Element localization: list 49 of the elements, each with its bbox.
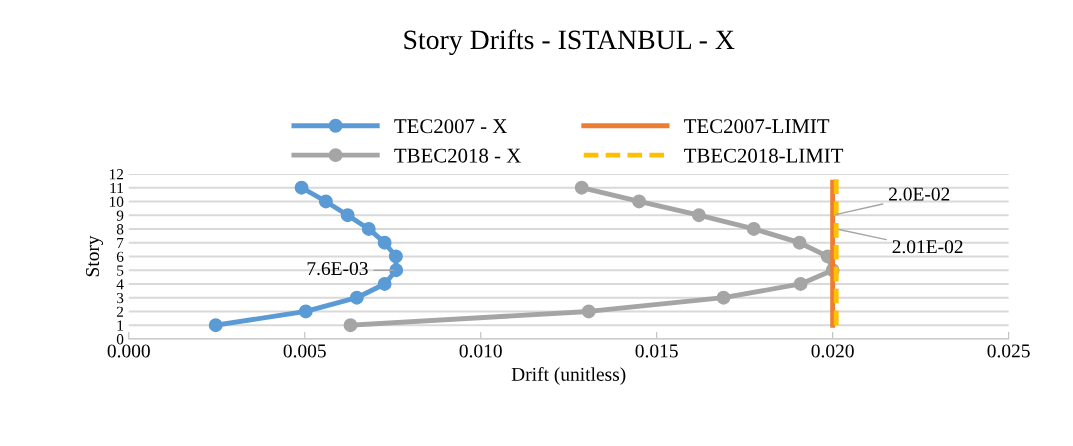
point — [389, 263, 404, 278]
point — [716, 290, 731, 305]
point — [377, 277, 392, 291]
x-tick-label: 0.010 — [459, 344, 502, 358]
annotation: 2.0E-02 — [889, 187, 950, 201]
point — [340, 208, 355, 223]
y-tick-label: 10 — [109, 196, 124, 207]
y-tick-label: 5 — [117, 265, 124, 276]
point — [298, 304, 313, 319]
point — [792, 235, 807, 250]
y-tick-label: 11 — [110, 182, 123, 193]
x-tick-label: 0.015 — [635, 344, 678, 358]
y-tick-label: 6 — [116, 251, 124, 262]
annotation: 7.6E-03 — [307, 261, 368, 276]
point — [581, 304, 596, 319]
point — [793, 277, 808, 291]
legend-label: TBEC2018-LIMIT — [684, 148, 844, 163]
x-tick-label: 0.000 — [107, 344, 150, 358]
point — [388, 249, 403, 264]
y-tick-label: 8 — [116, 224, 124, 235]
x-tick-label: 0.025 — [987, 344, 1030, 358]
x-tick-label: 0.005 — [283, 344, 326, 358]
legend-label: TBEC2018 - X — [394, 148, 521, 163]
point — [208, 318, 223, 333]
point — [349, 290, 364, 305]
point — [691, 208, 706, 223]
point — [632, 194, 647, 209]
legend-label: TEC2007 - X — [394, 119, 507, 134]
point — [361, 222, 376, 236]
y-tick-label: 4 — [116, 279, 124, 290]
x-tick-label: 0.020 — [811, 344, 854, 358]
y-tick-label: 7 — [117, 237, 124, 248]
point — [343, 318, 358, 333]
y-tick-label: 9 — [116, 210, 124, 221]
x-axis-title: Drift (unitless) — [511, 367, 626, 385]
legend-label: TEC2007-LIMIT — [684, 119, 830, 134]
chart-title: Story Drifts - ISTANBUL - X — [404, 29, 735, 55]
point — [318, 194, 333, 209]
y-tick-label: 2 — [116, 306, 124, 317]
point — [574, 180, 589, 195]
y-axis-title: Story — [85, 235, 104, 277]
y-tick-label: 3 — [116, 292, 124, 304]
y-tick-label: 0 — [116, 334, 124, 345]
y-tick-label: 12 — [109, 169, 124, 180]
y-tick-label: 1 — [117, 320, 123, 331]
point — [377, 235, 392, 250]
annotation: 2.01E-02 — [892, 240, 963, 254]
point — [294, 180, 309, 195]
point — [746, 222, 761, 236]
